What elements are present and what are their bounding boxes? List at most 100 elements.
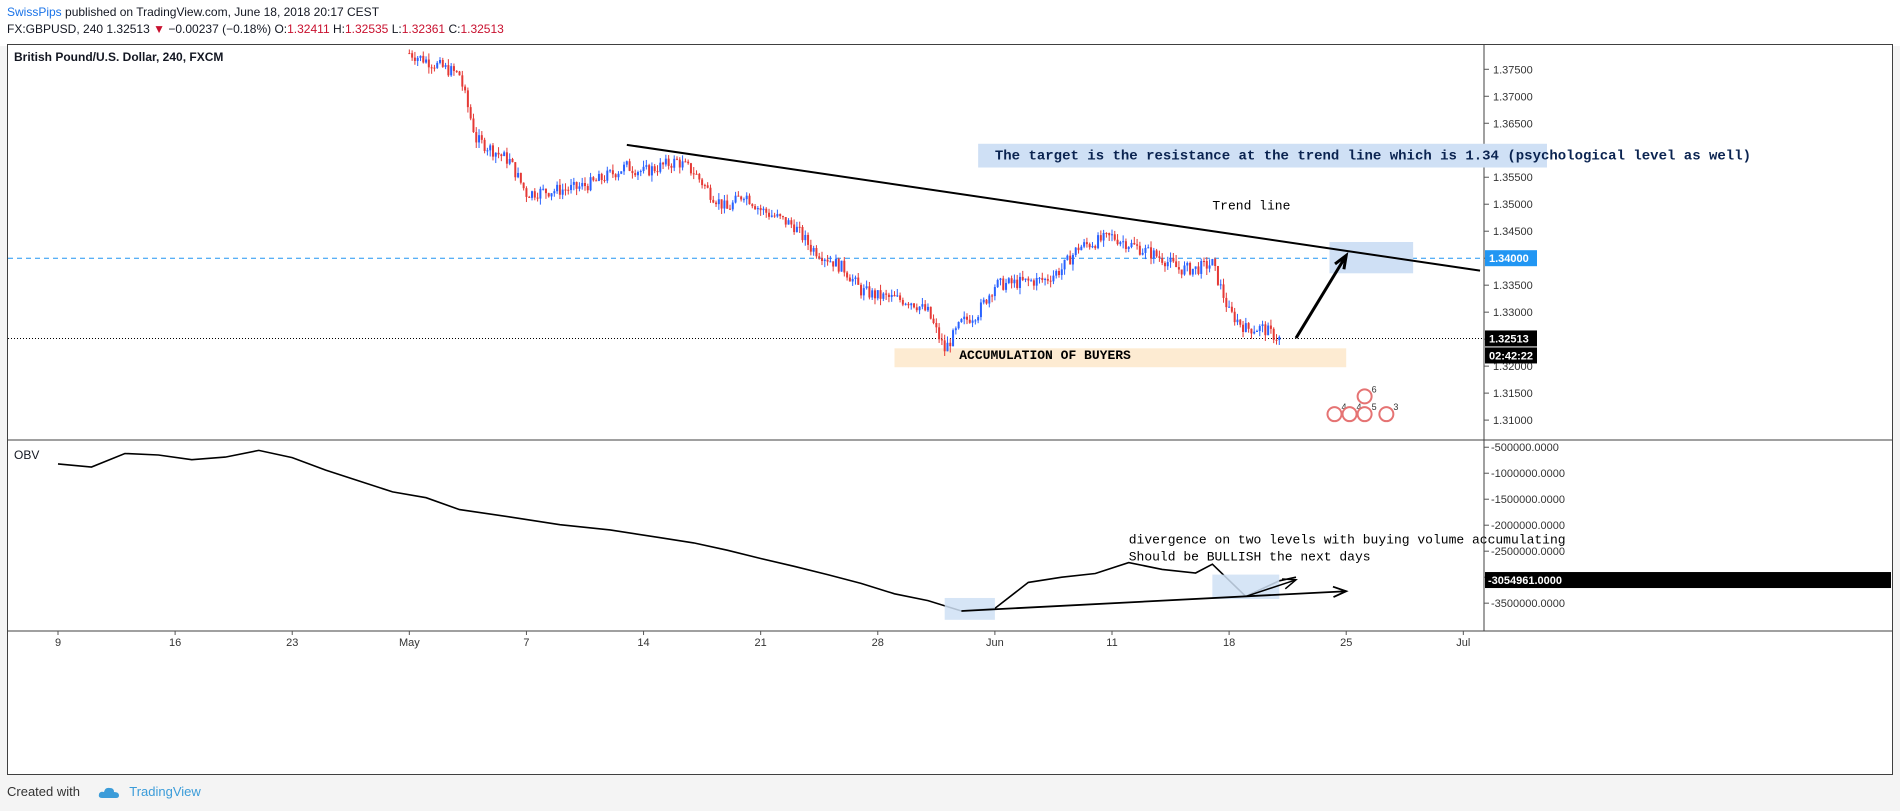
candle-body	[656, 171, 659, 173]
low-label: L:	[391, 22, 402, 36]
candle-body	[921, 304, 924, 307]
candle-body	[1116, 239, 1119, 245]
candle-body	[455, 70, 458, 72]
candle-body	[425, 59, 428, 63]
price-tick-label: 1.33000	[1493, 307, 1533, 319]
candle-body	[1222, 284, 1225, 298]
candle-body	[1236, 319, 1239, 323]
publish-info: SwissPips published on TradingView.com, …	[7, 5, 379, 19]
candle-body	[1066, 255, 1069, 260]
economic-event-icon[interactable]	[1356, 388, 1373, 405]
candle-body	[1225, 297, 1228, 308]
candle-body	[1216, 266, 1219, 285]
candle-body	[670, 165, 673, 168]
candle-body	[1088, 244, 1091, 248]
candle-body	[781, 216, 784, 218]
candle-body	[653, 166, 656, 172]
candle-body	[505, 152, 508, 164]
price-tick-label: 1.31500	[1493, 388, 1533, 400]
obv-series-line	[57, 449, 1297, 612]
candle-body	[801, 226, 804, 241]
economic-event-icon[interactable]	[1326, 406, 1343, 423]
candle-body	[706, 185, 709, 188]
candle-body	[1007, 278, 1010, 283]
candle-body	[419, 55, 422, 58]
candle-body	[857, 277, 860, 285]
candle-body	[876, 290, 879, 299]
candle-body	[740, 196, 743, 200]
price-tick-label: 1.31000	[1493, 415, 1533, 427]
buyers-zone-label: ACCUMULATION OF BUYERS	[959, 348, 1131, 363]
candle-body	[1108, 233, 1111, 236]
candle-body	[528, 196, 531, 198]
candle-body	[491, 145, 494, 157]
candle-body	[1052, 275, 1055, 282]
candle-body	[1247, 323, 1250, 329]
candle-body	[1255, 331, 1258, 333]
candle-body	[963, 316, 966, 320]
candle-body	[531, 191, 534, 198]
candle-body	[712, 199, 715, 203]
chart-canvas[interactable]: 1.375001.370001.365001.360001.355001.350…	[8, 45, 1892, 774]
candle-body	[1021, 276, 1024, 280]
candle-body	[943, 340, 946, 352]
candle-body	[1203, 260, 1206, 262]
candle-body	[952, 330, 955, 347]
candle-body	[1124, 241, 1127, 249]
candle-body	[907, 303, 910, 306]
candle-body	[860, 284, 863, 296]
candle-body	[709, 187, 712, 200]
candle-body	[659, 162, 662, 172]
candle-body	[873, 290, 876, 299]
candle-body	[578, 186, 581, 189]
level-price-tag-bg	[1485, 250, 1537, 267]
candle-body	[982, 299, 985, 303]
candle-body	[759, 208, 762, 211]
close-label: C:	[448, 22, 461, 36]
candle-body	[480, 135, 483, 140]
candle-body	[542, 188, 545, 190]
candle-body	[1197, 266, 1200, 274]
economic-event-icon[interactable]	[1378, 406, 1395, 423]
candle-body	[1189, 262, 1192, 275]
author-link[interactable]: SwissPips	[7, 5, 62, 19]
economic-event-icon[interactable]	[1356, 406, 1373, 423]
candle-body	[1244, 323, 1247, 332]
candle-body	[1200, 260, 1203, 274]
candle-body	[411, 53, 414, 58]
candle-body	[631, 170, 634, 174]
candle-body	[592, 177, 595, 181]
candle-body	[988, 295, 991, 304]
tradingview-brand-link[interactable]: TradingView	[129, 784, 201, 799]
candle-body	[840, 260, 843, 272]
candle-body	[1211, 259, 1214, 266]
economic-event-icon[interactable]	[1341, 406, 1358, 423]
candle-body	[993, 287, 996, 297]
candle-body	[957, 322, 960, 329]
candle-body	[1102, 232, 1105, 241]
candle-body	[1275, 339, 1278, 341]
candle-body	[1269, 325, 1272, 329]
candle-body	[728, 208, 731, 210]
candle-body	[1105, 232, 1108, 234]
candle-body	[1113, 234, 1116, 240]
candle-body	[678, 159, 681, 168]
time-tick-label: Jul	[1456, 637, 1470, 649]
candle-body	[639, 171, 642, 173]
candle-body	[1083, 242, 1086, 247]
candle-body	[664, 158, 667, 165]
candle-body	[737, 195, 740, 197]
candle-body	[589, 177, 592, 191]
candle-body	[823, 259, 826, 262]
candle-body	[1046, 278, 1049, 281]
candle-body	[1035, 277, 1038, 286]
candle-body	[695, 173, 698, 175]
candle-body	[762, 208, 765, 211]
event-count-label: 4	[1357, 402, 1362, 412]
candle-body	[533, 191, 536, 198]
candle-body	[1267, 325, 1270, 336]
candle-body	[472, 118, 475, 133]
candle-body	[742, 199, 745, 201]
candle-body	[1169, 257, 1172, 263]
candle-body	[1063, 259, 1066, 270]
